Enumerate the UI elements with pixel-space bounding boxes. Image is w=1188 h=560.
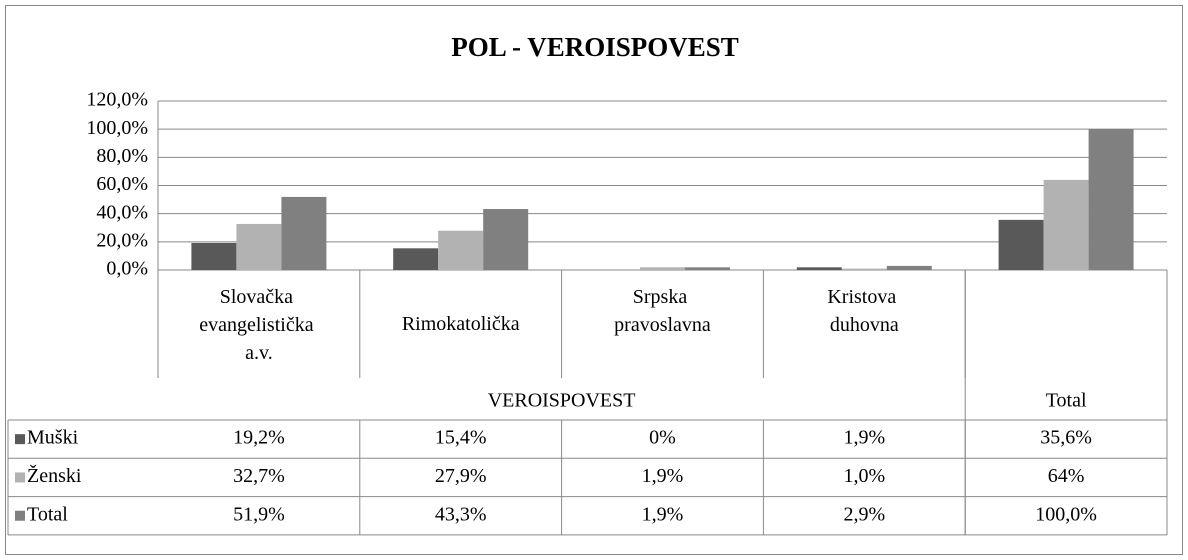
bar xyxy=(281,196,327,270)
bar xyxy=(685,267,730,270)
bar xyxy=(438,230,484,270)
y-tick-label: 0,0% xyxy=(106,258,148,280)
bar xyxy=(236,223,282,270)
table-value: 64% xyxy=(1048,465,1085,487)
table-value: 51,9% xyxy=(233,503,285,525)
table-value: 27,9% xyxy=(435,465,487,487)
table-value: 32,7% xyxy=(233,465,285,487)
bar xyxy=(393,248,439,270)
legend-label: Total xyxy=(27,503,68,525)
x-tick-label-line: Kristova xyxy=(827,286,901,308)
legend-swatch xyxy=(15,510,25,521)
x-tick-label-line: pravoslavna xyxy=(614,314,711,336)
x-tick-label-line: Srpska xyxy=(633,286,692,308)
x-tick-label: Slovačka evangelistička a.v. xyxy=(199,286,318,364)
x-tick-label-line: a.v. xyxy=(245,342,273,364)
x-tick-label-line: Slovačka xyxy=(220,286,298,308)
x-tick-label-line: duhovna xyxy=(830,314,899,336)
group-label: VEROISPOVEST xyxy=(488,390,636,412)
table-value: 2,9% xyxy=(843,503,885,525)
legend-swatch xyxy=(15,472,25,483)
y-tick-label: 20,0% xyxy=(96,229,148,251)
x-tick-label: Rimokatolička xyxy=(402,313,520,335)
legend-label: Muški xyxy=(27,427,79,449)
bar xyxy=(483,209,529,270)
table-value: 19,2% xyxy=(233,427,285,449)
table-value: 35,6% xyxy=(1040,427,1092,449)
bar xyxy=(796,267,842,270)
table-value: 0% xyxy=(649,427,676,449)
chart-border xyxy=(5,5,1183,555)
x-tick-label-line: evangelistička xyxy=(199,314,318,336)
bar xyxy=(640,267,685,270)
bar xyxy=(886,265,932,270)
x-tick-label-line: Rimokatolička xyxy=(402,313,520,335)
group-label: Total xyxy=(1046,390,1087,412)
y-tick-label: 40,0% xyxy=(96,201,148,223)
chart-title: POL - VEROISPOVEST xyxy=(451,32,739,62)
bar xyxy=(841,268,887,270)
table-value: 100,0% xyxy=(1035,503,1097,525)
bar xyxy=(1043,179,1089,270)
table-value: 43,3% xyxy=(435,503,487,525)
legend-label: Ženski xyxy=(27,464,82,487)
table-value: 1,0% xyxy=(843,465,885,487)
table-value: 15,4% xyxy=(435,427,487,449)
y-tick-label: 80,0% xyxy=(96,145,148,167)
table-value: 1,9% xyxy=(642,465,684,487)
table-value: 1,9% xyxy=(843,427,885,449)
y-tick-label: 120,0% xyxy=(86,89,148,111)
legend-swatch xyxy=(15,434,25,445)
bar xyxy=(998,219,1044,270)
y-tick-label: 100,0% xyxy=(86,117,148,139)
x-tick-label: Kristova duhovna xyxy=(827,286,901,336)
x-tick-label: Srpska pravoslavna xyxy=(614,286,711,336)
bar xyxy=(1088,129,1134,270)
bar xyxy=(191,242,237,270)
y-tick-label: 60,0% xyxy=(96,173,148,195)
table-value: 1,9% xyxy=(642,503,684,525)
